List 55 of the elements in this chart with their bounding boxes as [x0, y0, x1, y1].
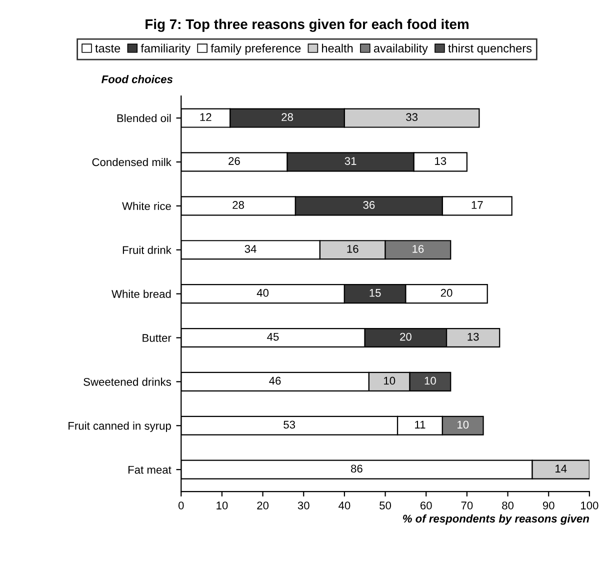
legend-label: taste [95, 44, 120, 52]
x-tick-label: 100 [581, 502, 598, 510]
data-label: 28 [232, 201, 244, 209]
x-tick-label: 90 [542, 502, 554, 510]
data-label: 26 [228, 157, 240, 165]
x-tick-label: 40 [338, 502, 350, 510]
data-label: 11 [415, 420, 426, 429]
data-label: 53 [284, 420, 296, 429]
y-tick-label: Fruit canned in syrup [68, 422, 171, 432]
y-tick-label: Blended oil [117, 114, 171, 122]
legend-label: family preference [210, 44, 301, 55]
y-tick-label: Sweetened drinks [84, 378, 172, 386]
x-tick-label: 80 [502, 502, 514, 510]
y-axis-title: Food choices [102, 75, 173, 84]
x-tick-label: 20 [257, 502, 269, 510]
x-tick-label: 50 [380, 502, 392, 510]
legend-label: thirst quenchers [448, 44, 532, 55]
data-label: 13 [468, 332, 479, 341]
data-label: 20 [400, 332, 412, 341]
data-label: 46 [269, 376, 281, 385]
data-label: 12 [200, 113, 212, 121]
y-tick-label: Fruit drink [122, 246, 172, 254]
x-tick-label: 70 [461, 502, 473, 510]
legend-label: availability [374, 44, 428, 55]
x-tick-label: 0 [178, 502, 184, 510]
y-tick-label: White bread [112, 290, 171, 298]
chart-title: Fig 7: Top three reasons given for each food item [146, 18, 468, 32]
data-label: 10 [458, 420, 469, 429]
x-tick-label: 10 [216, 502, 228, 510]
data-label: 31 [344, 157, 356, 165]
data-label: 33 [406, 113, 418, 122]
data-label: 17 [472, 201, 483, 209]
x-tick-label: 60 [420, 502, 432, 510]
y-tick-label: White rice [122, 202, 171, 210]
legend-label: familiarity [140, 44, 191, 55]
data-label: 40 [256, 288, 269, 297]
data-label: 13 [435, 157, 446, 165]
data-label: 16 [347, 244, 358, 253]
data-label: 14 [556, 464, 567, 472]
data-label: 10 [384, 376, 396, 385]
legend-label: health [322, 44, 353, 52]
y-tick-label: Condensed milk [92, 158, 172, 166]
data-label: 34 [244, 244, 256, 253]
data-label: 20 [440, 288, 452, 297]
y-tick-label: Butter [142, 334, 172, 342]
data-label: 45 [267, 332, 279, 341]
x-tick-label: 30 [298, 502, 310, 510]
data-label: 15 [370, 289, 381, 297]
x-axis-title: % of respondents by reasons given [402, 514, 589, 525]
y-tick-label: Fat meat [128, 466, 172, 474]
data-label: 86 [351, 464, 362, 473]
data-label: 36 [363, 201, 375, 209]
data-label: 28 [282, 113, 293, 122]
data-label: 16 [412, 244, 424, 253]
data-label: 10 [424, 376, 436, 385]
